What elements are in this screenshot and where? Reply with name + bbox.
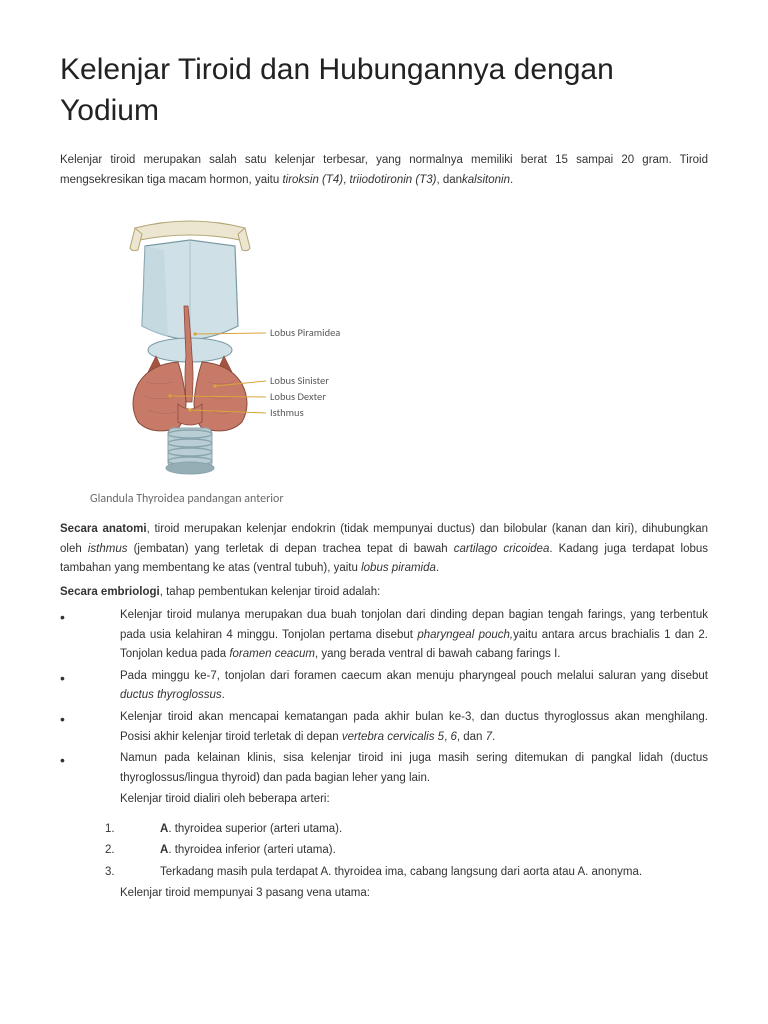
embryology-list: Kelenjar tiroid mulanya merupakan dua bu…	[60, 606, 708, 788]
thyroid-diagram: Lobus Piramidea Lobus Sinister Lobus Dexte…	[60, 206, 390, 486]
list-item: Terkadang masih pula terdapat A. thyroid…	[60, 863, 708, 883]
veins-intro: Kelenjar tiroid mempunyai 3 pasang vena …	[60, 884, 708, 904]
svg-text:Isthmus: Isthmus	[270, 406, 304, 419]
arteries-intro: Kelenjar tiroid dialiri oleh beberapa ar…	[60, 790, 708, 810]
anatomy-figure: Lobus Piramidea Lobus Sinister Lobus Dexte…	[60, 206, 708, 506]
list-item: Kelenjar tiroid akan mencapai kematangan…	[60, 708, 708, 747]
anatomy-paragraph: Secara anatomi, tiroid merupakan kelenja…	[60, 520, 708, 579]
intro-paragraph: Kelenjar tiroid merupakan salah satu kel…	[60, 151, 708, 190]
figure-caption: Glandula Thyroidea pandangan anterior	[90, 492, 708, 506]
embryology-intro: Secara embriologi, tahap pembentukan kel…	[60, 583, 708, 603]
list-item: Kelenjar tiroid mulanya merupakan dua bu…	[60, 606, 708, 665]
svg-text:Lobus Dexter: Lobus Dexter	[270, 390, 326, 403]
list-item: A. thyroidea inferior (arteri utama).	[60, 841, 708, 861]
list-item: A. thyroidea superior (arteri utama).	[60, 820, 708, 840]
list-item: Namun pada kelainan klinis, sisa kelenja…	[60, 749, 708, 788]
page-title: Kelenjar Tiroid dan Hubungannya dengan Y…	[60, 50, 708, 131]
svg-text:Lobus Piramidea: Lobus Piramidea	[270, 326, 340, 339]
list-item: Pada minggu ke-7, tonjolan dari foramen …	[60, 667, 708, 706]
svg-text:Lobus Sinister: Lobus Sinister	[270, 374, 329, 387]
arteries-list: A. thyroidea superior (arteri utama).A. …	[60, 820, 708, 883]
